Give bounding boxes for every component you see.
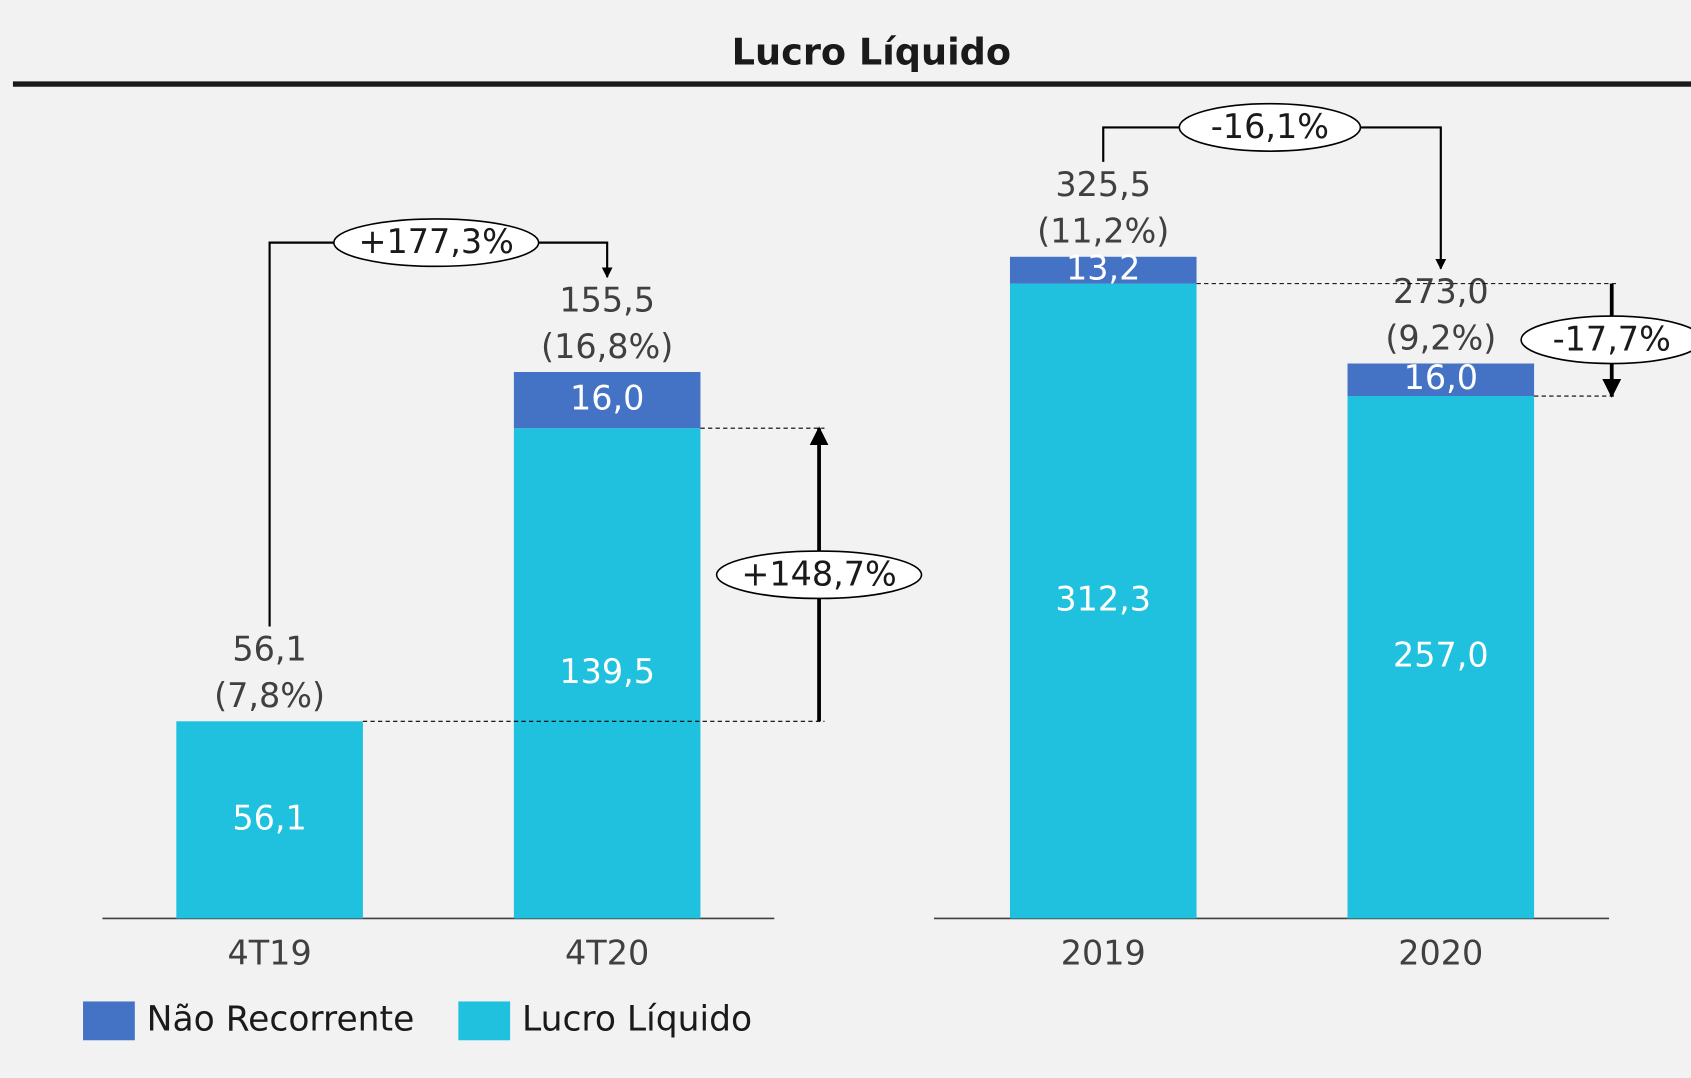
bar-segment: [1009, 256, 1197, 284]
bar-segment: [1347, 363, 1535, 397]
bar-segment: [176, 721, 363, 919]
x-tick-label: 4T19: [228, 934, 312, 973]
legend-label: Não Recorrente: [147, 999, 415, 1039]
x-tick-label: 2020: [1398, 934, 1483, 973]
value-label: 16,0: [1404, 358, 1478, 397]
legend-swatch: [458, 1001, 511, 1041]
bar-segment: [1009, 283, 1197, 919]
annotation: -17,7%: [1553, 319, 1671, 358]
total-label: 273,0: [1393, 272, 1489, 311]
total-label: 56,1: [232, 630, 306, 669]
margin-label: (11,2%): [1037, 212, 1169, 251]
annotation-bubble: [1178, 102, 1362, 152]
value-label: 13,2: [1066, 249, 1140, 288]
legend-swatch: [83, 1001, 135, 1041]
value-label: 16,0: [570, 379, 644, 418]
margin-label: (7,8%): [214, 676, 325, 715]
x-tick-label: 2019: [1061, 934, 1146, 973]
chart-title: Lucro Líquido: [732, 30, 1011, 73]
margin-label: (16,8%): [541, 327, 673, 366]
annotation: +177,3%: [359, 222, 514, 261]
bar-segment: [513, 428, 701, 919]
margin-label: (9,2%): [1385, 318, 1496, 357]
value-label: 56,1: [232, 798, 306, 837]
annotation: -16,1%: [1211, 107, 1329, 146]
bar-segment: [513, 371, 701, 429]
total-label: 155,5: [559, 280, 655, 319]
bar-segment: [1347, 396, 1535, 919]
total-label: 325,5: [1055, 165, 1151, 204]
legend-label: Lucro Líquido: [522, 999, 752, 1039]
value-label: 139,5: [559, 652, 655, 691]
annotation-bubble: [1520, 315, 1691, 365]
annotation-bubble: [715, 550, 923, 600]
annotation-bubble: [332, 218, 540, 268]
x-tick-label: 4T20: [565, 934, 649, 973]
annotation: +148,7%: [741, 554, 896, 593]
value-label: 312,3: [1055, 580, 1151, 619]
value-label: 257,0: [1393, 636, 1489, 675]
